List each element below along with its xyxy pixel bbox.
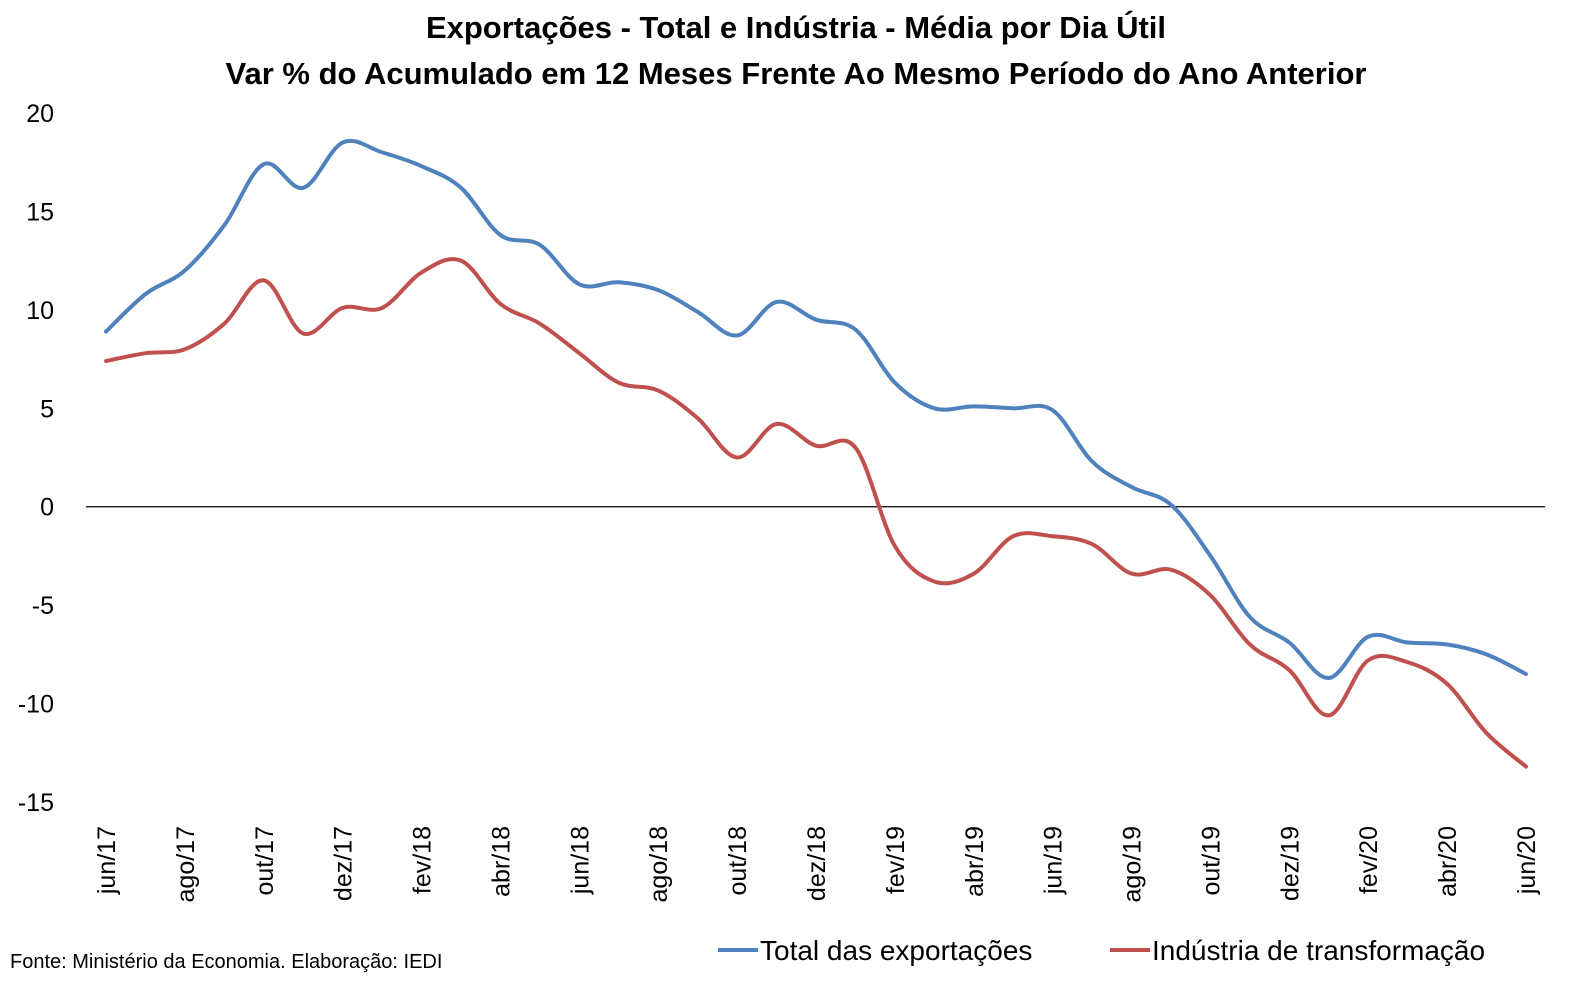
y-tick-label: 10 [26, 297, 54, 325]
series-layer [104, 138, 1528, 769]
chart-title: Exportações - Total e Indústria - Média … [426, 9, 1166, 45]
legend-label-total: Total das exportações [760, 935, 1032, 966]
y-tick-label: -5 [32, 592, 54, 620]
x-tick-label: dez/18 [803, 826, 831, 901]
x-tick-label: jun/18 [566, 826, 594, 895]
x-tick-label: fev/19 [882, 826, 910, 894]
x-tick-label: out/18 [724, 826, 752, 896]
x-tick-label: jun/20 [1513, 826, 1541, 895]
y-tick-label: 0 [40, 494, 54, 522]
x-tick-label: abr/18 [487, 826, 515, 897]
y-axis: 20 15 10 5 0 -5 -10 -15 [18, 100, 54, 817]
y-tick-label: -10 [18, 691, 54, 719]
x-tick-label: jun/17 [93, 826, 121, 895]
x-tick-label: dez/17 [330, 826, 358, 901]
y-tick-label: -15 [18, 789, 54, 817]
x-tick-label: ago/17 [172, 826, 200, 902]
x-tick-label: jun/19 [1040, 826, 1068, 895]
series-line-total [104, 138, 1528, 680]
x-axis: jun/17 ago/17 out/17 dez/17 fev/18 abr/18 jun/… [93, 826, 1541, 902]
x-tick-label: fev/18 [409, 826, 437, 894]
series-line-industria [104, 257, 1528, 769]
x-tick-label: out/17 [251, 826, 279, 896]
x-tick-label: dez/19 [1276, 826, 1304, 901]
legend-label-industria: Indústria de transformação [1152, 935, 1485, 966]
chart-subtitle: Var % do Acumulado em 12 Meses Frente Ao… [226, 56, 1367, 91]
x-tick-label: ago/18 [645, 826, 673, 902]
source-note: Fonte: Ministério da Economia. Elaboraçã… [10, 951, 442, 973]
y-tick-label: 15 [26, 198, 54, 226]
x-tick-label: abr/19 [961, 826, 989, 897]
x-tick-label: fev/20 [1355, 826, 1383, 894]
y-tick-label: 5 [40, 395, 54, 423]
x-tick-label: ago/19 [1119, 826, 1147, 902]
y-tick-label: 20 [26, 100, 54, 128]
x-tick-label: out/19 [1197, 826, 1225, 896]
x-tick-label: abr/20 [1434, 826, 1462, 897]
legend: Total das exportações Indústria de trans… [718, 935, 1485, 966]
